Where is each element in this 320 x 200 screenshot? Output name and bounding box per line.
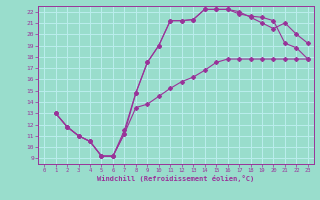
X-axis label: Windchill (Refroidissement éolien,°C): Windchill (Refroidissement éolien,°C) <box>97 175 255 182</box>
